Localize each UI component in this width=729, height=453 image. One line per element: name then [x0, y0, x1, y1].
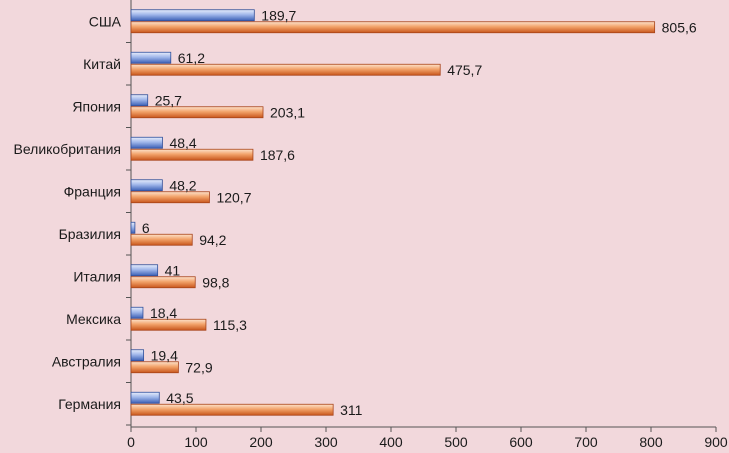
- bar-series-2: [130, 63, 441, 76]
- bar-series-1: [130, 349, 145, 362]
- category-label: США: [89, 13, 122, 29]
- bar-series-2: [130, 233, 193, 246]
- category-label: Великобритания: [13, 141, 121, 157]
- bar-series-1: [130, 179, 163, 192]
- data-label: 311: [340, 402, 363, 418]
- data-label: 43,5: [166, 390, 193, 406]
- x-tick-label: 400: [379, 434, 403, 450]
- x-tick-label: 200: [249, 434, 273, 450]
- data-label: 41: [165, 262, 181, 278]
- category-label: Германия: [58, 396, 121, 412]
- x-tick-label: 300: [314, 434, 338, 450]
- data-label: 72,9: [185, 359, 212, 375]
- chart-bars: [130, 9, 656, 416]
- bar-series-2: [130, 361, 179, 374]
- bar-series-1: [130, 264, 159, 277]
- category-label: Франция: [64, 183, 121, 199]
- bar-series-2: [130, 106, 264, 119]
- x-tick-label: 900: [704, 434, 728, 450]
- x-tick-label: 800: [639, 434, 663, 450]
- data-label: 48,2: [169, 177, 196, 193]
- x-tick-label: 100: [184, 434, 208, 450]
- bar-series-2: [130, 403, 334, 416]
- bar-series-1: [130, 9, 255, 22]
- category-label: Бразилия: [59, 226, 121, 242]
- x-tick-label: 500: [444, 434, 468, 450]
- data-label: 18,4: [150, 305, 177, 321]
- category-label: Италия: [73, 268, 121, 284]
- chart-labels: США 189,7 805,6 Китай 61,2 475,7 Япония 25,7 203…: [13, 7, 696, 418]
- chart-axes: 0 100 200 300 400 500 600 700 800 900: [126, 0, 728, 450]
- data-label: 19,4: [151, 347, 178, 363]
- category-label: Мексика: [66, 311, 121, 327]
- data-label: 475,7: [447, 62, 482, 78]
- bar-series-1: [130, 391, 160, 404]
- bar-series-1: [130, 94, 149, 107]
- data-label: 187,6: [260, 147, 295, 163]
- data-label: 61,2: [178, 50, 205, 66]
- data-label: 805,6: [662, 19, 697, 35]
- x-tick-label: 600: [509, 434, 533, 450]
- bar-series-1: [130, 136, 163, 149]
- bar-series-2: [130, 21, 656, 34]
- data-label: 115,3: [213, 317, 247, 333]
- x-tick-label: 0: [127, 434, 135, 450]
- bar-series-1: [130, 51, 172, 64]
- data-label: 98,8: [202, 274, 229, 290]
- data-label: 189,7: [261, 7, 296, 23]
- data-label: 25,7: [155, 92, 182, 108]
- category-label: Австралия: [52, 353, 121, 369]
- bar-series-2: [130, 276, 196, 289]
- data-label: 94,2: [199, 232, 226, 248]
- bar-series-2: [130, 148, 254, 161]
- category-label: Китай: [83, 56, 121, 72]
- bar-series-2: [130, 191, 210, 204]
- bar-series-2: [130, 318, 207, 331]
- bar-series-1: [130, 306, 144, 319]
- category-label: Япония: [72, 98, 121, 114]
- data-label: 203,1: [270, 104, 305, 120]
- data-label: 48,4: [169, 135, 196, 151]
- data-label: 6: [142, 220, 150, 236]
- data-label: 120,7: [216, 189, 251, 205]
- bar-series-1: [130, 221, 136, 234]
- x-tick-label: 700: [574, 434, 598, 450]
